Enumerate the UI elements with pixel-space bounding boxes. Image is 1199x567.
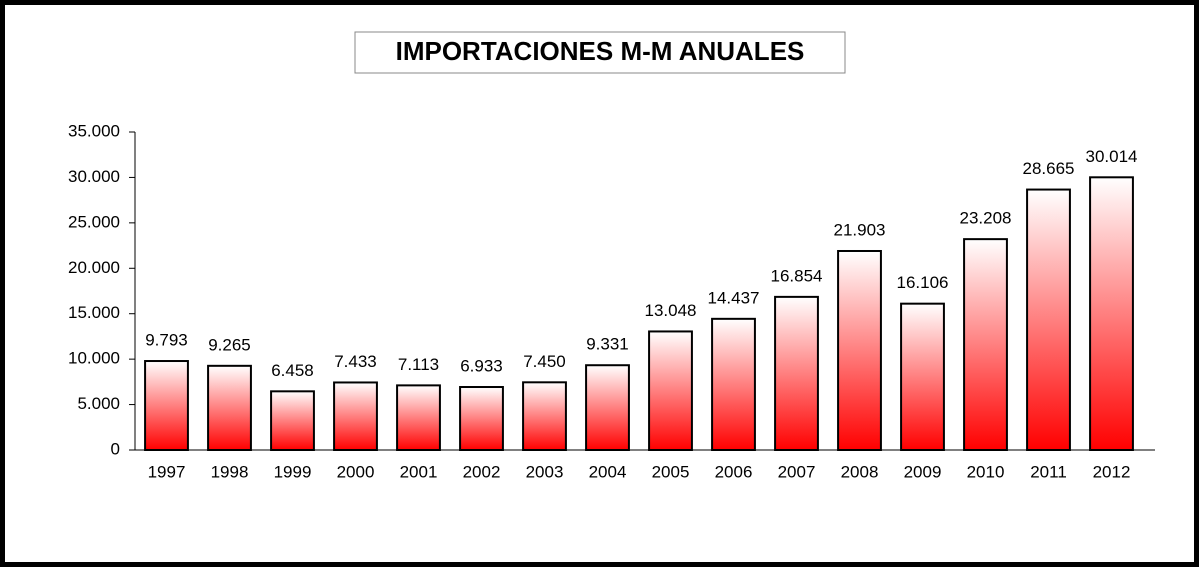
bar	[270, 390, 315, 452]
data-label: 9.331	[586, 335, 629, 354]
bar	[837, 249, 882, 451]
data-label: 21.903	[834, 220, 886, 239]
y-tick-label: 5.000	[77, 394, 120, 413]
x-tick-label: 2009	[904, 462, 942, 481]
data-label: 7.113	[398, 355, 439, 374]
y-tick-label: 35.000	[68, 121, 120, 140]
data-label: 6.458	[271, 361, 314, 380]
x-tick-label: 2001	[400, 462, 438, 481]
y-tick-label: 0	[111, 439, 120, 458]
data-label: 16.106	[897, 273, 949, 292]
bar	[144, 360, 189, 451]
x-tick-label: 2005	[652, 462, 690, 481]
bar	[774, 295, 819, 452]
x-tick-label: 2010	[967, 462, 1005, 481]
x-tick-label: 2006	[715, 462, 753, 481]
y-tick-label: 10.000	[68, 349, 120, 368]
chart-title: IMPORTACIONES M-M ANUALES	[396, 36, 805, 66]
data-label: 28.665	[1023, 159, 1075, 178]
x-tick-label: 2004	[589, 462, 627, 481]
data-label: 9.265	[208, 335, 251, 354]
x-tick-label: 2000	[337, 462, 375, 481]
bar	[459, 386, 504, 451]
data-label: 23.208	[960, 209, 1012, 228]
x-tick-label: 2003	[526, 462, 564, 481]
bar	[585, 364, 630, 451]
data-label: 7.433	[334, 352, 377, 371]
y-tick-label: 15.000	[68, 303, 120, 322]
bar	[1026, 188, 1071, 451]
bar	[1089, 176, 1134, 452]
x-tick-label: 1998	[211, 462, 249, 481]
data-label: 16.854	[771, 266, 823, 285]
data-label: 6.933	[460, 356, 503, 375]
y-tick-label: 25.000	[68, 212, 120, 231]
x-tick-label: 1999	[274, 462, 312, 481]
bar	[333, 381, 378, 451]
bar	[963, 238, 1008, 451]
bar	[711, 317, 756, 451]
data-label: 30.014	[1086, 147, 1138, 166]
x-tick-label: 2011	[1030, 462, 1067, 481]
data-label: 9.793	[145, 331, 188, 350]
bar	[207, 364, 252, 452]
y-tick-label: 20.000	[68, 258, 120, 277]
bar	[900, 302, 945, 452]
x-tick-label: 1997	[148, 462, 186, 481]
bar	[648, 330, 693, 451]
x-tick-label: 2002	[463, 462, 501, 481]
x-tick-label: 2008	[841, 462, 879, 481]
y-tick-label: 30.000	[68, 167, 120, 186]
x-tick-label: 2012	[1093, 462, 1131, 481]
data-label: 14.437	[708, 288, 760, 307]
bar	[396, 384, 441, 452]
title-box	[354, 31, 846, 74]
x-tick-label: 2007	[778, 462, 816, 481]
data-label: 7.450	[523, 352, 566, 371]
bar	[522, 381, 567, 451]
data-label: 13.048	[645, 301, 697, 320]
